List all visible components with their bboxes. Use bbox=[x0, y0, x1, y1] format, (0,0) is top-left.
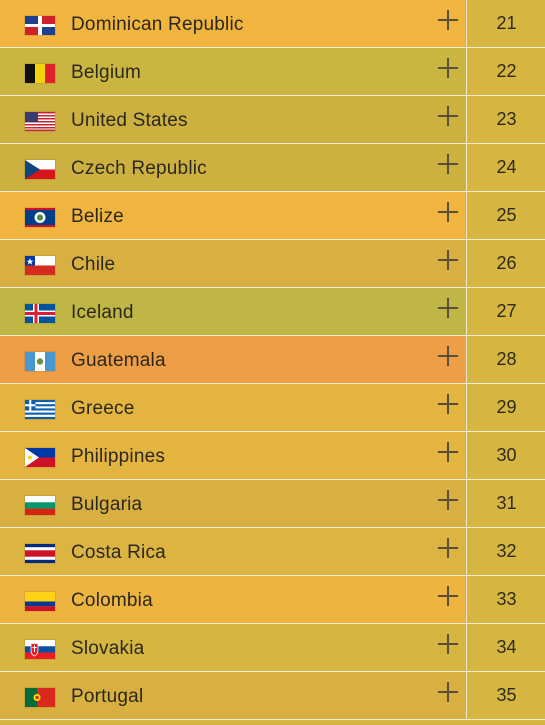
list-item: Iceland 27 bbox=[0, 288, 545, 336]
list-item: Chile 26 bbox=[0, 240, 545, 288]
country-name: Czech Republic bbox=[71, 158, 207, 179]
country-name: Belgium bbox=[71, 62, 142, 83]
flag-belize-icon bbox=[25, 208, 55, 227]
expand-plus-icon[interactable] bbox=[437, 57, 459, 79]
row-main: Slovakia bbox=[0, 624, 465, 671]
country-name: Bulgaria bbox=[71, 494, 143, 515]
rank-number: 31 bbox=[466, 480, 545, 527]
row-main: Guatemala bbox=[0, 336, 465, 383]
expand-plus-icon[interactable] bbox=[437, 585, 459, 607]
row-main: Iceland bbox=[0, 288, 465, 335]
expand-plus-icon[interactable] bbox=[437, 681, 459, 703]
flag-chile-icon bbox=[25, 256, 55, 275]
expand-plus-icon[interactable] bbox=[437, 249, 459, 271]
flag-greece-icon bbox=[25, 400, 55, 419]
rank-number: 24 bbox=[466, 144, 545, 191]
flag-dominican-republic-icon bbox=[25, 16, 55, 35]
list-item: Greece 29 bbox=[0, 384, 545, 432]
rank-number: 26 bbox=[466, 240, 545, 287]
rank-number: 35 bbox=[466, 672, 545, 719]
country-name: Greece bbox=[71, 398, 135, 419]
expand-plus-icon[interactable] bbox=[437, 201, 459, 223]
rank-number: 34 bbox=[466, 624, 545, 671]
expand-plus-icon[interactable] bbox=[437, 9, 459, 31]
list-item: Bulgaria 31 bbox=[0, 480, 545, 528]
country-name: Portugal bbox=[71, 686, 144, 707]
country-name: Philippines bbox=[71, 446, 166, 467]
row-main: Portugal bbox=[0, 672, 465, 719]
expand-plus-icon[interactable] bbox=[437, 105, 459, 127]
next-row-stub bbox=[0, 720, 545, 724]
row-main: Bulgaria bbox=[0, 480, 465, 527]
flag-costa-rica-icon bbox=[25, 544, 55, 563]
country-name: United States bbox=[71, 110, 188, 131]
row-main: Dominican Republic bbox=[0, 0, 465, 47]
list-item: Belgium 22 bbox=[0, 48, 545, 96]
list-item: Slovakia 34 bbox=[0, 624, 545, 672]
country-name: Colombia bbox=[71, 590, 153, 611]
rank-number: 33 bbox=[466, 576, 545, 623]
country-name: Guatemala bbox=[71, 350, 166, 371]
list-item: United States 23 bbox=[0, 96, 545, 144]
flag-guatemala-icon bbox=[25, 352, 55, 371]
expand-plus-icon[interactable] bbox=[437, 537, 459, 559]
list-item: Costa Rica 32 bbox=[0, 528, 545, 576]
rank-number: 21 bbox=[466, 0, 545, 47]
row-main: Colombia bbox=[0, 576, 465, 623]
country-name: Belize bbox=[71, 206, 124, 227]
flag-philippines-icon bbox=[25, 448, 55, 467]
row-main: Belgium bbox=[0, 48, 465, 95]
expand-plus-icon[interactable] bbox=[437, 489, 459, 511]
flag-slovakia-icon bbox=[25, 640, 55, 659]
expand-plus-icon[interactable] bbox=[437, 441, 459, 463]
row-main: Costa Rica bbox=[0, 528, 465, 575]
expand-plus-icon[interactable] bbox=[437, 393, 459, 415]
country-name: Costa Rica bbox=[71, 542, 166, 563]
flag-belgium-icon bbox=[25, 64, 55, 83]
row-main: Greece bbox=[0, 384, 465, 431]
list-item: Philippines 30 bbox=[0, 432, 545, 480]
list-item: Belize 25 bbox=[0, 192, 545, 240]
row-main: United States bbox=[0, 96, 465, 143]
row-main: Philippines bbox=[0, 432, 465, 479]
flag-united-states-icon bbox=[25, 112, 55, 131]
expand-plus-icon[interactable] bbox=[437, 633, 459, 655]
row-main: Czech Republic bbox=[0, 144, 465, 191]
country-name: Dominican Republic bbox=[71, 14, 244, 35]
expand-plus-icon[interactable] bbox=[437, 297, 459, 319]
rank-number: 28 bbox=[466, 336, 545, 383]
row-main: Chile bbox=[0, 240, 465, 287]
row-main: Belize bbox=[0, 192, 465, 239]
rank-number: 22 bbox=[466, 48, 545, 95]
list-item: Guatemala 28 bbox=[0, 336, 545, 384]
list-item: Czech Republic 24 bbox=[0, 144, 545, 192]
flag-bulgaria-icon bbox=[25, 496, 55, 515]
list-item: Colombia 33 bbox=[0, 576, 545, 624]
list-item: Portugal 35 bbox=[0, 672, 545, 720]
rank-number: 30 bbox=[466, 432, 545, 479]
country-name: Slovakia bbox=[71, 638, 145, 659]
rank-number: 25 bbox=[466, 192, 545, 239]
rank-number: 23 bbox=[466, 96, 545, 143]
rank-number: 27 bbox=[466, 288, 545, 335]
expand-plus-icon[interactable] bbox=[437, 345, 459, 367]
country-name: Chile bbox=[71, 254, 116, 275]
list-item: Dominican Republic 21 bbox=[0, 0, 545, 48]
flag-colombia-icon bbox=[25, 592, 55, 611]
flag-iceland-icon bbox=[25, 304, 55, 323]
flag-portugal-icon bbox=[25, 688, 55, 707]
flag-czech-republic-icon bbox=[25, 160, 55, 179]
expand-plus-icon[interactable] bbox=[437, 153, 459, 175]
rank-number: 32 bbox=[466, 528, 545, 575]
rank-number: 29 bbox=[466, 384, 545, 431]
country-name: Iceland bbox=[71, 302, 134, 323]
